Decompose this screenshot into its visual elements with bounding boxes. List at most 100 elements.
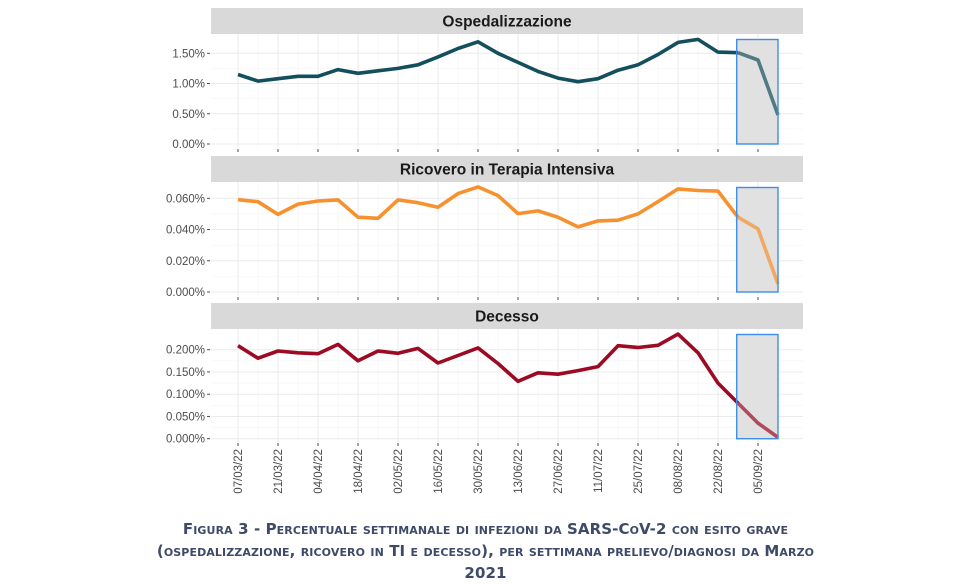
x-tick-label: 18/04/22 (353, 449, 365, 494)
x-tick-label: 08/08/22 (673, 449, 685, 494)
y-tick-label: 0.000% (166, 287, 205, 299)
y-tick-label: 0.100% (166, 389, 205, 401)
panel-strip (211, 156, 803, 182)
y-tick-label: 0.060% (166, 193, 205, 205)
data-point (397, 199, 399, 201)
data-point (597, 78, 599, 80)
data-point (237, 73, 239, 75)
data-point (637, 213, 639, 215)
data-point (457, 47, 459, 49)
data-point (477, 347, 479, 349)
data-point (717, 190, 719, 192)
y-tick-label: 1.50% (172, 48, 205, 60)
data-point (497, 52, 499, 54)
y-tick-label: 0.50% (172, 109, 205, 121)
y-tick-label: 0.040% (166, 225, 205, 237)
data-point (417, 347, 419, 349)
data-point (257, 201, 259, 203)
highlight-region-border (736, 333, 779, 440)
data-point (657, 344, 659, 346)
highlight-region-border (736, 186, 779, 293)
data-point (257, 357, 259, 359)
faceted-line-chart: Ospedalizzazione 0.00% 0.50% 1.00% 1.50% Rico… (166, 8, 803, 494)
data-point (477, 41, 479, 43)
data-point (337, 68, 339, 70)
data-point (697, 38, 699, 40)
panel-strip (211, 303, 803, 329)
data-point (257, 80, 259, 82)
data-point (577, 369, 579, 371)
data-point (317, 75, 319, 77)
data-point (697, 352, 699, 354)
data-point (497, 194, 499, 196)
y-tick-label: 0.150% (166, 367, 205, 379)
highlight-region (736, 187, 778, 292)
data-point (757, 228, 759, 230)
caption-line-1: Figura 3 - Percentuale settimanale di in… (182, 520, 789, 538)
panel-3: Decesso 0.000% 0.050% 0.100% 0.150% 0.200% (166, 303, 803, 446)
x-tick-label: 16/05/22 (433, 449, 445, 494)
data-point (617, 345, 619, 347)
data-point (637, 346, 639, 348)
data-point (597, 365, 599, 367)
data-point (717, 51, 719, 53)
y-tick-label: 0.050% (166, 411, 205, 423)
x-tick-label: 13/06/22 (513, 449, 525, 494)
data-point (397, 67, 399, 69)
data-point (557, 77, 559, 79)
data-point (277, 213, 279, 215)
x-tick-label: 04/04/22 (313, 449, 325, 494)
data-point (397, 352, 399, 354)
y-tick-label: 0.200% (166, 345, 205, 357)
data-point (517, 212, 519, 214)
data-point (597, 220, 599, 222)
data-point (517, 61, 519, 63)
data-point (697, 189, 699, 191)
data-point (577, 81, 579, 83)
data-point (457, 354, 459, 356)
y-tick-label: 1.00% (172, 79, 205, 91)
data-point (437, 362, 439, 364)
y-tick-label: 0.00% (172, 139, 205, 151)
data-point (577, 226, 579, 228)
data-point (357, 216, 359, 218)
data-point (297, 352, 299, 354)
data-point (277, 350, 279, 352)
series-line-partial (737, 215, 780, 285)
panel-title: Ospedalizzazione (442, 14, 572, 31)
data-point (377, 350, 379, 352)
x-tick-label: 25/07/22 (633, 449, 645, 494)
series-line-partial (737, 51, 780, 116)
data-point (617, 69, 619, 71)
x-tick-label: 02/05/22 (393, 449, 405, 494)
data-point (537, 70, 539, 72)
data-point (277, 78, 279, 80)
data-point (417, 64, 419, 66)
data-point (757, 59, 759, 61)
data-point (357, 360, 359, 362)
panel-title: Ricovero in Terapia Intensiva (400, 162, 615, 179)
data-point (357, 72, 359, 74)
data-point (677, 333, 679, 335)
data-point (297, 75, 299, 77)
data-point (297, 203, 299, 205)
data-point (337, 199, 339, 201)
data-point (497, 362, 499, 364)
x-tick-label: 22/08/22 (713, 449, 725, 494)
data-point (717, 382, 719, 384)
panel-1: Ospedalizzazione 0.00% 0.50% 1.00% 1.50% (172, 8, 803, 152)
data-point (657, 53, 659, 55)
data-point (757, 422, 759, 424)
y-tick-label: 0.000% (166, 434, 205, 446)
data-point (437, 206, 439, 208)
data-point (637, 64, 639, 66)
data-point (337, 343, 339, 345)
data-point (617, 219, 619, 221)
y-tick-label: 0.020% (166, 256, 205, 268)
data-point (477, 186, 479, 188)
series-line (237, 185, 740, 229)
x-tick-label: 11/07/22 (593, 449, 605, 493)
data-point (417, 202, 419, 204)
caption-line-2: (ospedalizzazione, ricovero in TI e dece… (156, 542, 815, 560)
series-line (237, 332, 740, 405)
